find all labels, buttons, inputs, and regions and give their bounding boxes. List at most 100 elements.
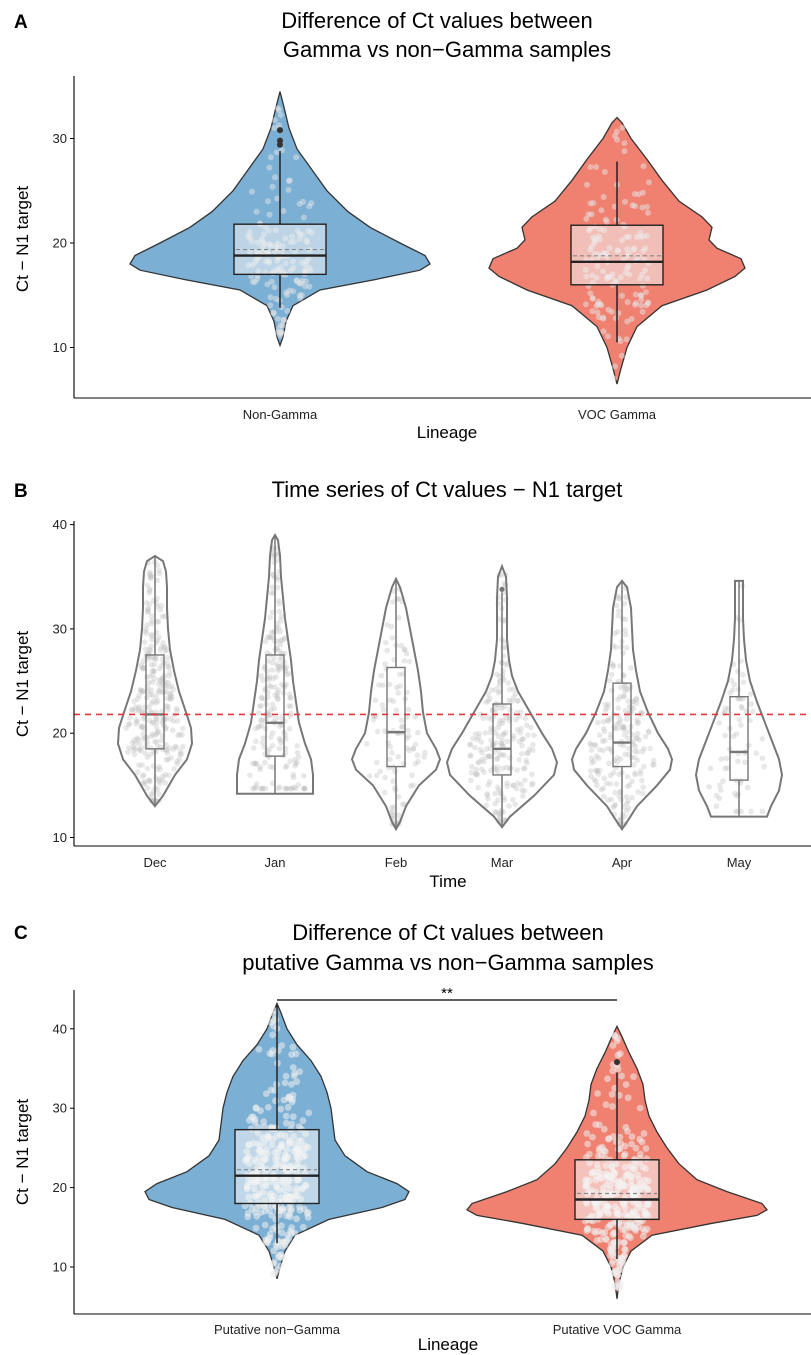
month-jan-point	[274, 661, 280, 667]
violin-may	[694, 579, 784, 818]
month-jan-point	[268, 634, 274, 641]
month-mar-point	[480, 715, 487, 722]
month-feb-point	[390, 812, 396, 819]
putative-non-gamma-point	[278, 1254, 285, 1261]
month-mar-point	[514, 780, 521, 786]
month-apr-point	[596, 732, 603, 738]
putative-non-gamma-point	[284, 1103, 292, 1111]
month-jan-point	[274, 646, 281, 653]
month-dec-point	[140, 664, 147, 671]
month-mar-point	[521, 788, 528, 794]
month-apr-point	[634, 720, 641, 727]
month-mar-point	[494, 764, 501, 770]
month-feb-point	[384, 647, 391, 654]
putative-non-gamma-point	[269, 1031, 277, 1039]
panel-c-y-axis-title: Ct − N1 target	[13, 1099, 32, 1206]
month-dec-point	[131, 737, 138, 743]
month-jan-point	[265, 712, 272, 718]
month-mar-point	[513, 716, 519, 723]
month-jan-point	[269, 780, 276, 787]
panel-c-title-line-1: Difference of Ct values between	[292, 920, 603, 945]
month-apr-point	[617, 717, 624, 723]
panel-c-y-tick-label: 30	[53, 1101, 67, 1116]
putative-voc-gamma-point	[604, 1135, 612, 1143]
month-apr-point	[639, 748, 646, 755]
month-jan-point	[269, 730, 276, 736]
putative-voc-gamma-point	[621, 1246, 629, 1254]
month-dec-point	[147, 573, 154, 579]
month-may-point	[736, 717, 743, 723]
month-may-point	[735, 696, 741, 702]
month-jan-point	[278, 715, 285, 721]
month-may-point	[735, 668, 741, 675]
month-apr-point	[625, 798, 631, 804]
outlier-point	[614, 1059, 620, 1066]
month-dec-point	[136, 762, 142, 768]
voc-gamma-point	[584, 181, 590, 188]
month-may-point	[759, 736, 766, 742]
month-jan-point	[291, 756, 298, 763]
month-dec-point	[149, 720, 156, 726]
month-apr-point	[607, 715, 614, 722]
month-jan-point	[264, 668, 270, 674]
non-gamma-point	[299, 277, 306, 284]
month-apr-point	[623, 716, 630, 722]
non-gamma-point	[290, 288, 297, 295]
month-mar-point	[469, 763, 475, 770]
month-dec-point	[160, 773, 166, 780]
month-dec-point	[159, 777, 166, 783]
putative-voc-gamma-point	[594, 1090, 601, 1097]
month-apr-point	[594, 768, 600, 775]
month-dec-point	[177, 748, 184, 754]
panel-b-y-tick-label: 40	[53, 517, 67, 532]
month-mar-point	[487, 729, 494, 736]
month-apr-point	[623, 631, 629, 638]
month-feb-point	[389, 749, 395, 756]
month-dec-point	[156, 778, 162, 784]
month-dec-point	[145, 609, 151, 615]
month-dec-point	[139, 664, 145, 671]
month-may-point	[747, 691, 754, 697]
month-feb-point	[408, 783, 414, 789]
month-mar-point	[476, 759, 483, 765]
month-may-point	[713, 792, 720, 799]
panel-b-title: Time series of Ct values − N1 target	[272, 477, 623, 502]
month-apr-point	[622, 616, 629, 623]
voc-gamma-point	[645, 209, 651, 216]
month-apr-point	[622, 813, 628, 819]
panel-c-title-line-2: putative Gamma vs non−Gamma samples	[242, 950, 653, 975]
month-mar-point	[481, 758, 487, 765]
month-dec-point	[155, 681, 162, 687]
non-gamma-point	[266, 164, 273, 171]
month-apr-point	[587, 740, 593, 746]
month-dec-point	[145, 606, 151, 613]
month-may-point	[733, 731, 740, 737]
putative-non-gamma-point	[272, 1097, 279, 1105]
putative-non-gamma-point	[285, 1235, 293, 1242]
month-dec-point	[161, 644, 167, 651]
month-jan-point	[285, 670, 292, 677]
month-mar-point	[493, 740, 499, 746]
month-dec-point	[167, 669, 173, 676]
month-mar-point	[477, 746, 484, 753]
month-apr-point	[605, 797, 611, 803]
month-jan-point	[283, 664, 290, 670]
putative-non-gamma-point	[296, 1203, 303, 1211]
non-gamma-point	[253, 208, 260, 215]
month-apr-point	[603, 780, 610, 787]
month-dec-point	[154, 730, 160, 737]
month-mar-point	[512, 801, 519, 807]
month-dec-point	[148, 643, 154, 650]
month-dec-point	[147, 751, 154, 758]
putative-non-gamma-point	[270, 1016, 278, 1024]
month-dec-point	[140, 688, 147, 695]
month-feb-point	[396, 615, 402, 621]
month-apr-point	[637, 771, 644, 777]
month-jan-point	[277, 737, 284, 743]
voc-gamma-point	[623, 336, 630, 343]
month-feb-point	[398, 717, 405, 724]
month-dec-point	[131, 751, 138, 758]
month-apr-point	[650, 762, 656, 768]
putative-voc-gamma-point	[602, 1148, 609, 1156]
month-apr-point	[608, 731, 614, 738]
